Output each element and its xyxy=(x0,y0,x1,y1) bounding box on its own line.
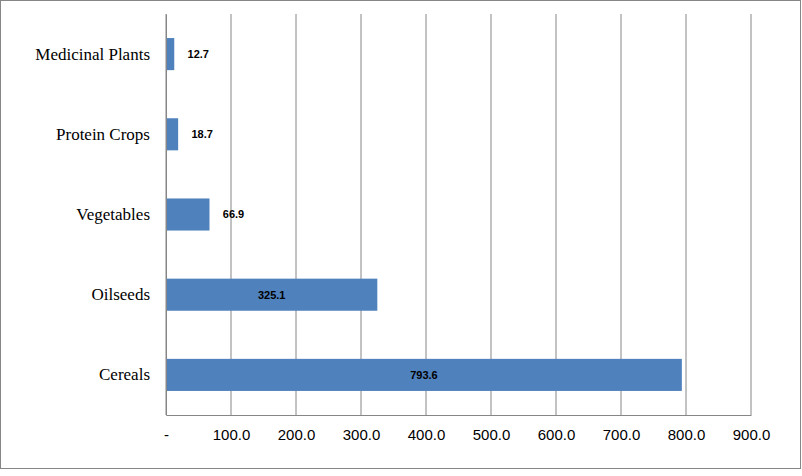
y-tick-label: Oilseeds xyxy=(91,285,150,304)
x-tick: 400.0 xyxy=(408,415,446,443)
y-tick-label: Vegetables xyxy=(76,205,150,224)
x-tick-label: 800.0 xyxy=(668,426,706,443)
y-tick-label: Cereals xyxy=(99,365,150,384)
bar xyxy=(166,38,174,70)
y-axis-line xyxy=(166,15,167,416)
x-tick: 300.0 xyxy=(343,415,381,443)
x-tick-label: 100.0 xyxy=(213,426,251,443)
grid-line xyxy=(361,14,362,415)
y-tick: Protein Crops xyxy=(56,125,166,144)
y-tick: Cereals xyxy=(99,365,166,384)
y-tick-label: Medicinal Plants xyxy=(35,45,150,64)
y-axis: Cereals Oilseeds Vegetables Protein Crops Me… xyxy=(35,15,166,416)
data-label: 793.6 xyxy=(410,369,438,381)
data-label: 12.7 xyxy=(188,48,209,60)
data-label: 18.7 xyxy=(191,128,212,140)
grid-line xyxy=(686,14,687,415)
grid xyxy=(166,14,751,415)
x-tick: - xyxy=(164,415,169,443)
grid-line xyxy=(491,14,492,415)
bars xyxy=(166,38,682,391)
data-label: 325.1 xyxy=(258,289,286,301)
x-tick-label: 500.0 xyxy=(473,426,511,443)
x-tick: 600.0 xyxy=(538,415,576,443)
x-tick-label: 300.0 xyxy=(343,426,381,443)
data-labels: 793.6 325.1 66.9 18.7 12.7 xyxy=(188,48,438,381)
x-tick-label: 900.0 xyxy=(733,426,771,443)
bar xyxy=(166,198,209,230)
x-tick: 700.0 xyxy=(603,415,641,443)
y-tick: Vegetables xyxy=(76,205,166,224)
bar xyxy=(166,118,178,150)
x-tick-label: - xyxy=(164,426,169,443)
grid-line xyxy=(296,14,297,415)
grid-line xyxy=(166,14,167,415)
bar xyxy=(166,359,682,391)
x-tick-label: 400.0 xyxy=(408,426,446,443)
grid-line xyxy=(751,14,752,415)
bar xyxy=(166,279,377,311)
chart-frame xyxy=(1,1,801,469)
y-tick-label: Protein Crops xyxy=(56,125,150,144)
grid-line xyxy=(556,14,557,415)
x-axis-line xyxy=(167,415,752,416)
grid-line xyxy=(621,14,622,415)
x-axis: - 100.0 200.0 300.0 400.0 500.0 600.0 700.0 800.… xyxy=(164,415,770,443)
x-tick-label: 600.0 xyxy=(538,426,576,443)
x-tick: 800.0 xyxy=(668,415,706,443)
x-tick: 900.0 xyxy=(733,415,771,443)
x-tick: 100.0 xyxy=(213,415,251,443)
x-tick: 500.0 xyxy=(473,415,511,443)
grid-line xyxy=(426,14,427,415)
plot: - 100.0 200.0 300.0 400.0 500.0 600.0 700.0 800.… xyxy=(35,14,770,443)
data-label: 66.9 xyxy=(223,208,244,220)
x-tick-label: 700.0 xyxy=(603,426,641,443)
x-tick: 200.0 xyxy=(278,415,316,443)
x-tick-label: 200.0 xyxy=(278,426,316,443)
y-tick: Oilseeds xyxy=(91,285,166,304)
chart: - 100.0 200.0 300.0 400.0 500.0 600.0 700.0 800.… xyxy=(0,0,802,476)
y-tick: Medicinal Plants xyxy=(35,45,166,64)
